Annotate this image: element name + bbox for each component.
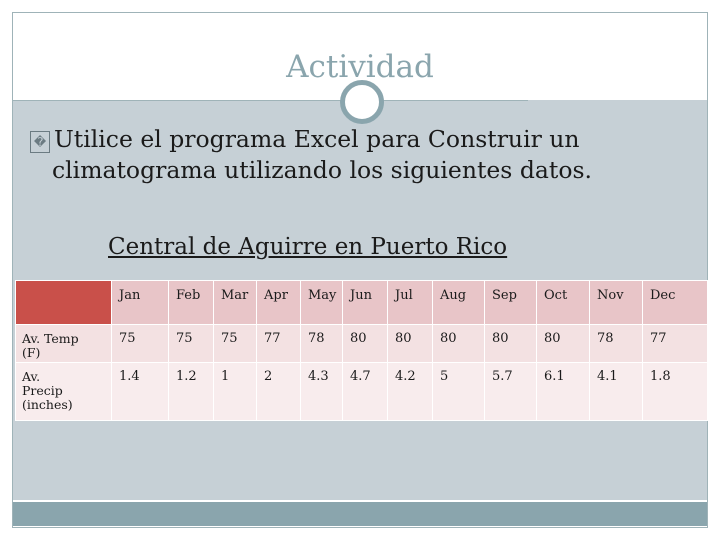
header-aug: Aug (432, 280, 485, 325)
row-label-precip: Av. Precip (inches) (15, 362, 112, 421)
header-nov: Nov (589, 280, 643, 325)
climate-table: Jan Feb Mar Apr May Jun Jul Aug Sep Oct … (15, 280, 708, 421)
temp-jan: 75 (111, 324, 169, 363)
precip-feb: 1.2 (168, 362, 214, 421)
header-apr: Apr (256, 280, 301, 325)
circle-ornament-icon (340, 80, 384, 124)
bottom-bar (13, 502, 707, 526)
precip-aug: 5 (432, 362, 485, 421)
slide-title: Actividad (286, 49, 434, 85)
precip-jan: 1.4 (111, 362, 169, 421)
header-feb: Feb (168, 280, 214, 325)
header-jan: Jan (111, 280, 169, 325)
table-corner-cell (15, 280, 112, 325)
precip-nov: 4.1 (589, 362, 643, 421)
temp-dec: 77 (642, 324, 708, 363)
precip-jul: 4.2 (387, 362, 433, 421)
header-mar: Mar (213, 280, 257, 325)
table-row: Av. Precip (inches) 1.4 1.2 1 2 4.3 4.7 4.… (15, 362, 708, 421)
header-may: May (300, 280, 343, 325)
temp-apr: 77 (256, 324, 301, 363)
table-subtitle: Central de Aguirre en Puerto Rico (108, 234, 508, 260)
temp-nov: 78 (589, 324, 643, 363)
precip-sep: 5.7 (484, 362, 537, 421)
precip-jun: 4.7 (342, 362, 388, 421)
bullet-line-1: � Utilice el programa Excel para Construi… (30, 124, 650, 155)
table-row: Av. Temp (F) 75 75 75 77 78 80 80 80 80 8… (15, 324, 708, 363)
row-label-line: Av. (22, 369, 41, 384)
precip-may: 4.3 (300, 362, 343, 421)
precip-dec: 1.8 (642, 362, 708, 421)
header-oct: Oct (536, 280, 590, 325)
temp-oct: 80 (536, 324, 590, 363)
row-label-line: Precip (22, 383, 63, 398)
temp-jun: 80 (342, 324, 388, 363)
bullet-line-2: climatograma utilizando los siguientes d… (52, 156, 593, 184)
temp-feb: 75 (168, 324, 214, 363)
precip-apr: 2 (256, 362, 301, 421)
header-dec: Dec (642, 280, 708, 325)
table-header-row: Jan Feb Mar Apr May Jun Jul Aug Sep Oct … (15, 280, 708, 325)
divider-right (380, 100, 528, 101)
temp-mar: 75 (213, 324, 257, 363)
temp-aug: 80 (432, 324, 485, 363)
bullet-line-1-text: Utilice el programa Excel para Construir… (54, 125, 580, 153)
row-label-temp: Av. Temp (F) (15, 324, 112, 363)
temp-jul: 80 (387, 324, 433, 363)
row-label-line: (F) (22, 345, 41, 360)
header-sep: Sep (484, 280, 537, 325)
precip-oct: 6.1 (536, 362, 590, 421)
header-jul: Jul (387, 280, 433, 325)
bullet-icon: � (30, 131, 50, 153)
bullet-text: � Utilice el programa Excel para Construi… (30, 124, 650, 186)
temp-sep: 80 (484, 324, 537, 363)
divider-left (13, 100, 343, 101)
row-label-line: Av. Temp (22, 331, 79, 346)
row-label-line: (inches) (22, 397, 73, 412)
precip-mar: 1 (213, 362, 257, 421)
temp-may: 78 (300, 324, 343, 363)
header-jun: Jun (342, 280, 388, 325)
